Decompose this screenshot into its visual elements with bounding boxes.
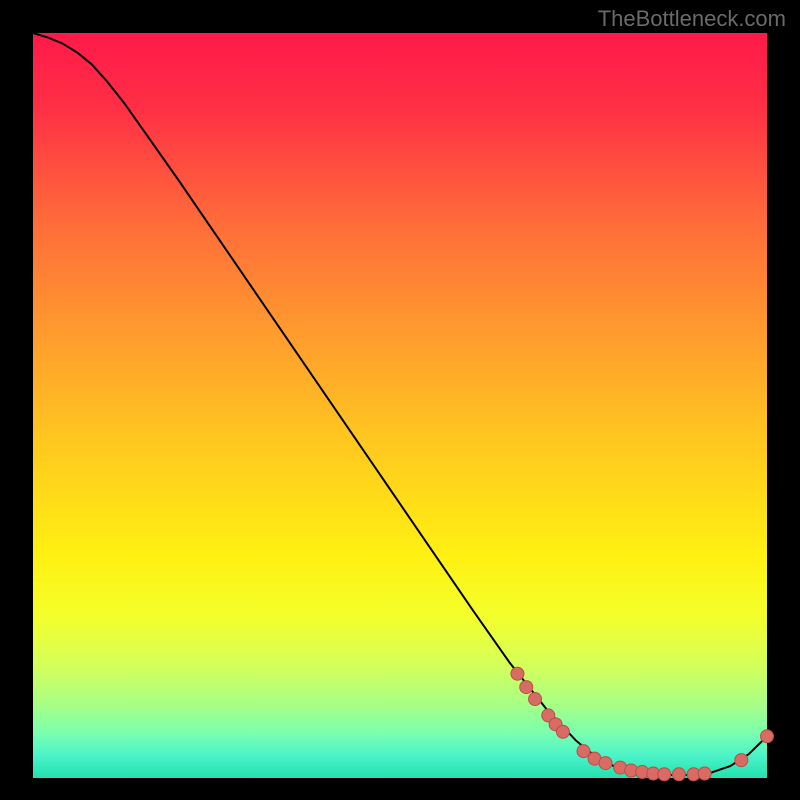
curve-marker (658, 768, 671, 781)
curve-marker (761, 730, 774, 743)
curve-marker (529, 693, 542, 706)
curve-marker (599, 757, 612, 770)
curve-marker (556, 725, 569, 738)
chart-svg (0, 0, 800, 800)
plot-background (33, 33, 767, 778)
chart-container: TheBottleneck.com (0, 0, 800, 800)
curve-marker (511, 667, 524, 680)
curve-marker (735, 754, 748, 767)
curve-marker (672, 768, 685, 781)
curve-marker (698, 767, 711, 780)
curve-marker (577, 745, 590, 758)
curve-marker (520, 681, 533, 694)
